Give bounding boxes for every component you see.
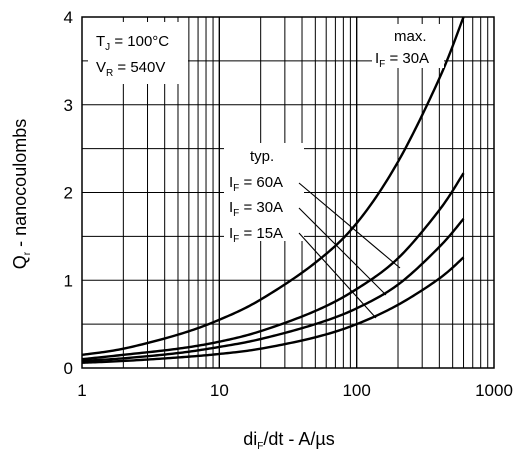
condition-2-main: V xyxy=(96,59,106,76)
x-tick-label: 10 xyxy=(210,381,229,400)
y-tick-label: 1 xyxy=(64,271,73,290)
y-tick-label: 0 xyxy=(64,359,73,378)
typ-label-1-main: I xyxy=(229,174,233,191)
x-tick-label: 1000 xyxy=(475,381,513,400)
max-label-title: max. xyxy=(394,28,427,45)
typ-label-3-rest: = 15A xyxy=(239,225,283,242)
x-axis-title-rest: /dt - A/µs xyxy=(263,429,334,449)
leader-line-3 xyxy=(298,232,377,319)
typ-label-2-sub: F xyxy=(233,208,239,219)
y-axis-title: Qr - nanocoulombs xyxy=(10,119,33,269)
series-curves xyxy=(81,16,465,364)
typ-label-2: IF = 30A xyxy=(229,199,283,219)
series-line-4 xyxy=(81,256,465,364)
y-axis-title-rest: - nanocoulombs xyxy=(10,119,30,252)
condition-2-sub: R xyxy=(106,68,113,79)
typ-label-title: typ. xyxy=(250,148,274,165)
y-tick-label: 4 xyxy=(64,8,73,27)
condition-2: VR = 540V xyxy=(96,59,165,79)
typ-label-2-rest: = 30A xyxy=(239,199,283,216)
typ-label-box xyxy=(224,143,304,241)
max-label-box xyxy=(372,24,444,68)
plot-area-frame xyxy=(81,16,495,369)
x-tick-label: 100 xyxy=(342,381,370,400)
series-line-1 xyxy=(81,16,465,357)
condition-2-rest: = 540V xyxy=(113,59,165,76)
x-axis-title: diF/dt - A/µs xyxy=(243,429,335,452)
conditions-box xyxy=(88,22,188,84)
y-axis-title-sub: r xyxy=(22,251,33,255)
max-label-current-main: I xyxy=(375,50,379,67)
y-axis-title-main: Q xyxy=(10,255,30,269)
leader-line-1 xyxy=(298,182,401,269)
max-label-current: IF = 30A xyxy=(375,50,429,70)
series-line-3 xyxy=(81,218,465,363)
condition-1-main: T xyxy=(96,33,105,50)
typ-label-1: IF = 60A xyxy=(229,174,283,194)
max-label-current-sub: F xyxy=(379,59,385,70)
typ-label-3-sub: F xyxy=(233,234,239,245)
x-axis-title-sub: F xyxy=(257,441,263,452)
y-tick-label: 3 xyxy=(64,96,73,115)
typ-label-3: IF = 15A xyxy=(229,225,283,245)
condition-1-sub: J xyxy=(105,42,110,53)
condition-1: TJ = 100°C xyxy=(96,33,169,53)
typ-label-1-rest: = 60A xyxy=(239,174,283,191)
leader-line-2 xyxy=(298,207,387,296)
typ-label-2-main: I xyxy=(229,199,233,216)
series-line-2 xyxy=(81,172,465,361)
typ-label-3-main: I xyxy=(229,225,233,242)
typ-label-1-sub: F xyxy=(233,183,239,194)
y-tick-label: 2 xyxy=(64,184,73,203)
max-label-current-rest: = 30A xyxy=(385,50,429,67)
x-tick-label: 1 xyxy=(77,381,86,400)
condition-1-rest: = 100°C xyxy=(110,33,169,50)
x-axis-title-main: di xyxy=(243,429,257,449)
